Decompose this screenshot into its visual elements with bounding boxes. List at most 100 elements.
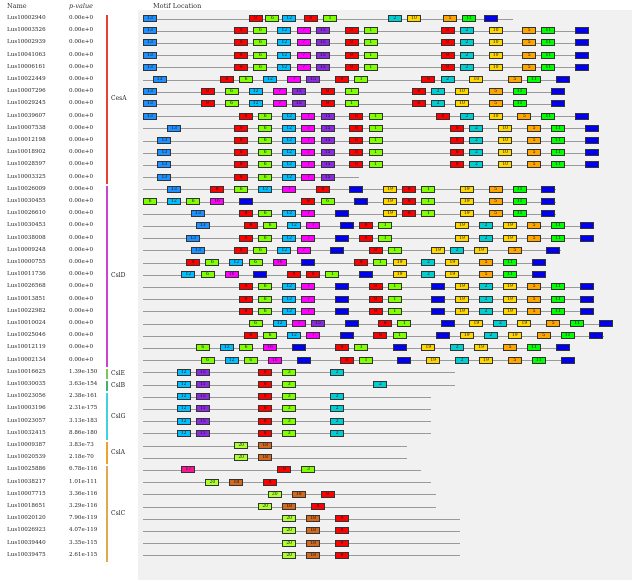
gene-name: Lus10013851	[7, 295, 46, 302]
motif-box: 8	[200, 100, 215, 108]
motif-box: 13	[143, 15, 157, 22]
motif-box: 19	[455, 307, 469, 315]
motif-box: 15	[320, 161, 335, 169]
motif-box: 8	[359, 222, 373, 230]
gene-name: Lus10029245	[7, 100, 46, 107]
motif-box: 5	[527, 137, 541, 144]
motif-box: 6	[253, 27, 268, 35]
sequence-track	[143, 384, 455, 386]
motif-box: 8	[349, 124, 364, 132]
motif-box: 12	[282, 234, 297, 242]
gene-name: Lus10016625	[7, 368, 46, 375]
p-value: 0.00e+0	[69, 307, 94, 314]
motif-box: 6	[224, 88, 239, 96]
motif-box: 8	[186, 259, 201, 266]
motif-box: 6	[224, 100, 239, 108]
motif-box: 18	[306, 527, 321, 535]
motif-box: 11	[551, 283, 565, 291]
gene-name: Lus10026009	[7, 185, 46, 192]
gene-name: Lus10009248	[7, 246, 46, 253]
motif-box: 8	[335, 76, 349, 83]
motif-box: 6	[258, 234, 273, 242]
sequence-track	[143, 482, 431, 484]
motif-box: 10	[455, 88, 469, 96]
motif-box: 19	[507, 332, 522, 340]
group-label: CesA	[111, 95, 127, 103]
motif-box: 8	[239, 307, 253, 315]
motif-box: 2	[493, 320, 508, 327]
gene-name: Lus10022449	[7, 76, 46, 82]
sequence-track	[143, 555, 460, 557]
motif-box: 13	[143, 100, 157, 108]
motif-box: 8	[368, 295, 383, 303]
motif-box: 16	[267, 356, 282, 364]
motif-box: 19	[503, 234, 517, 242]
group-bar	[106, 185, 108, 367]
gene-name: Lus10022982	[7, 307, 46, 314]
p-value: 0.00e+0	[69, 185, 94, 192]
motif-box: 5	[507, 76, 522, 83]
motif-box: 8	[402, 198, 417, 205]
p-value: 2.31e-175	[69, 405, 98, 412]
motif-box: 8	[234, 161, 249, 169]
motif-box: 11	[503, 259, 517, 266]
p-value: 0.00e+0	[69, 173, 94, 180]
motif-box: 8	[258, 405, 273, 413]
sequence-track	[143, 262, 547, 264]
motif-box: 19	[445, 271, 460, 279]
motif-box: 12	[167, 198, 181, 205]
p-value: 2.18e-70	[69, 454, 94, 461]
gene-name: Lus10018651	[7, 503, 46, 509]
motif-box: 13	[152, 76, 167, 83]
motif-box: 8	[335, 551, 349, 559]
motif-box: 5	[507, 356, 522, 364]
motif-box: 2	[469, 161, 484, 169]
motif-box	[392, 344, 407, 352]
motif-box: 2	[479, 295, 493, 303]
motif-box: 16	[210, 198, 225, 205]
motif-box: 19	[383, 185, 397, 193]
motif-box: 6	[253, 39, 268, 47]
motif-box: 1	[421, 210, 436, 218]
motif-box: 8	[440, 63, 455, 71]
motif-box: 8	[200, 88, 215, 96]
motif-box: 19	[479, 356, 493, 364]
motif-box: 19	[517, 320, 532, 327]
motif-box: 2	[459, 51, 474, 59]
motif-box: 11	[541, 39, 556, 47]
motif-box: 19	[459, 210, 474, 218]
motif-box: 8	[239, 210, 253, 218]
motif-box: 8	[239, 234, 253, 242]
motif-box: 7	[296, 27, 311, 35]
motif-box: 10	[498, 149, 513, 157]
motif-box: 19	[503, 307, 517, 315]
motif-box	[579, 307, 594, 315]
motif-box: 15	[195, 368, 210, 376]
motif-box: 19	[383, 198, 397, 205]
motif-box: 7	[301, 161, 316, 169]
motif-box: 3	[282, 393, 297, 401]
motif-box: 2	[469, 137, 484, 144]
motif-box: 19	[469, 320, 484, 327]
gene-name: Lus10030455	[7, 198, 46, 204]
motif-box: 8	[344, 51, 359, 59]
motif-box: 12	[282, 161, 297, 169]
motif-box: 8	[258, 393, 273, 401]
p-value: 0.00e+0	[69, 63, 94, 70]
p-value: 0.00e+0	[69, 356, 94, 363]
motif-box: 1	[421, 185, 436, 193]
motif-box: 15	[320, 124, 335, 132]
motif-box: 8	[411, 100, 426, 108]
motif-box: 7	[301, 307, 316, 315]
motif-box: 7	[301, 210, 316, 218]
motif-box: 6	[143, 198, 157, 205]
motif-box: 7	[296, 63, 311, 71]
p-value: 3.83e-73	[69, 442, 94, 448]
motif-box	[579, 283, 594, 291]
motif-box: 2	[330, 368, 345, 376]
p-value: 0.00e+0	[69, 15, 94, 21]
gene-name: Lus10032415	[7, 429, 46, 436]
motif-box: 8	[320, 88, 335, 96]
p-value: 0.00e+0	[69, 295, 94, 302]
p-value: 1.39e-150	[69, 368, 98, 375]
